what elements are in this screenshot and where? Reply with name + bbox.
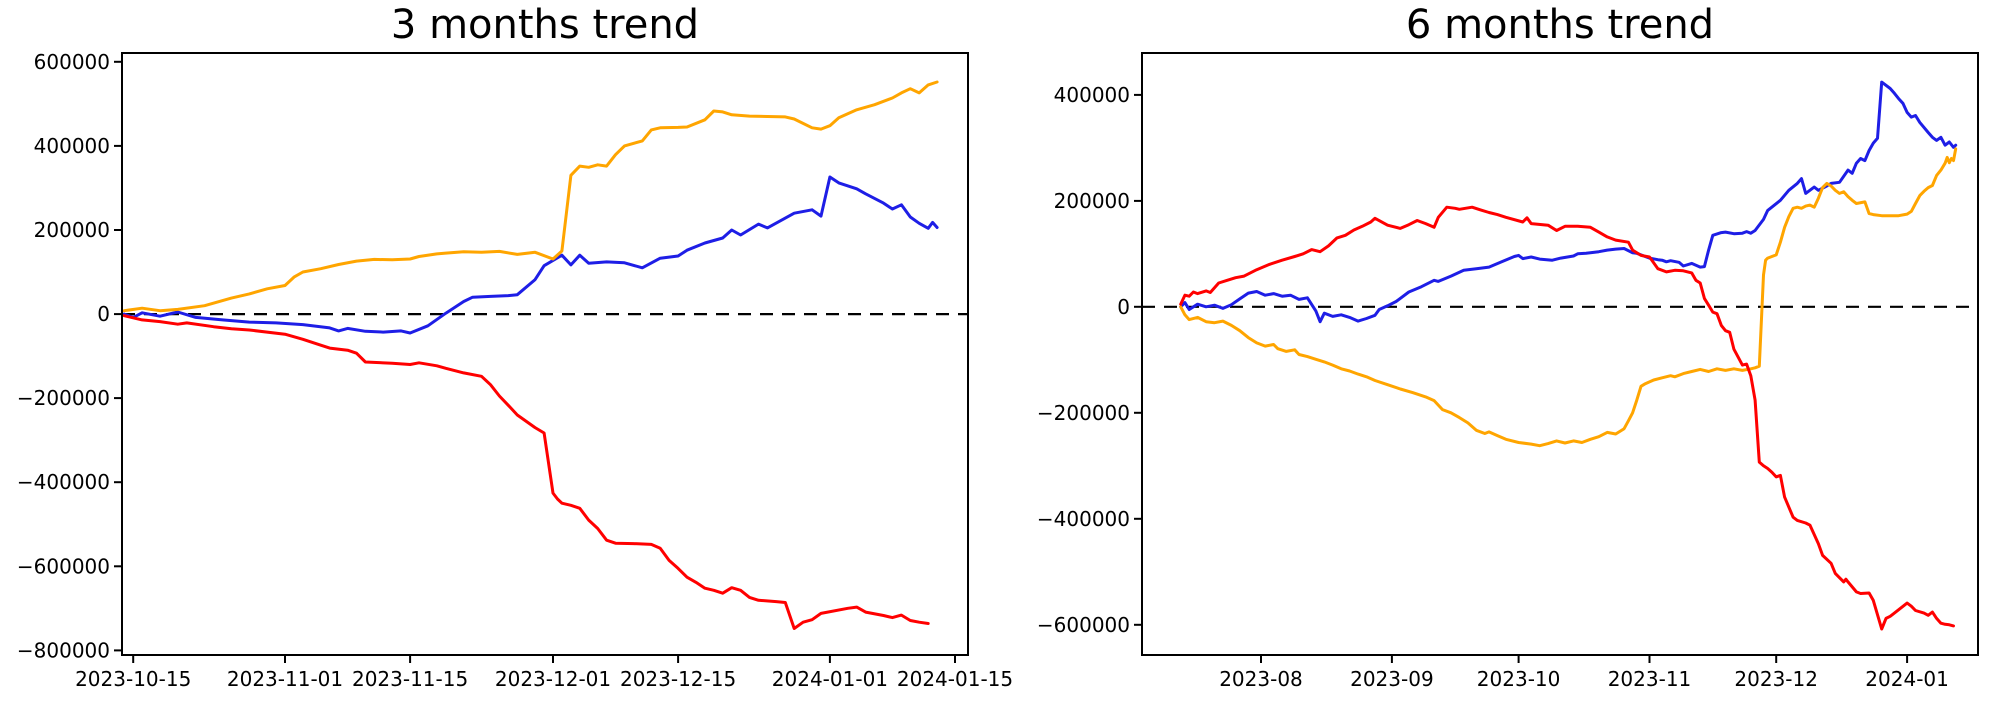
y-tick-label: −200000 xyxy=(17,386,110,410)
plot-border xyxy=(1141,52,1979,656)
y-tick-label: 400000 xyxy=(34,134,110,158)
x-tick-label: 2024-01-15 xyxy=(897,667,1013,691)
x-tick-label: 2024-01-01 xyxy=(772,667,888,691)
series-line-orange xyxy=(1179,147,1958,448)
y-tick-label: 400000 xyxy=(1054,83,1130,107)
y-tick-label: −200000 xyxy=(1037,401,1130,425)
y-tick-label: −400000 xyxy=(1037,507,1130,531)
x-tick-label: 2023-11-01 xyxy=(227,667,343,691)
x-tick-label: 2023-12-15 xyxy=(620,667,736,691)
series-line-red xyxy=(1179,205,1955,631)
series-line-red xyxy=(122,314,930,630)
x-tick-label: 2023-12 xyxy=(1734,667,1818,691)
y-tick-label: −600000 xyxy=(1037,613,1130,637)
chart-title-3-months: 3 months trend xyxy=(391,2,699,48)
y-tick-label: −600000 xyxy=(17,554,110,578)
y-tick-label: 200000 xyxy=(1054,189,1130,213)
plot-border xyxy=(121,52,969,656)
y-tick-label: −400000 xyxy=(17,470,110,494)
x-tick-label: 2023-09 xyxy=(1350,667,1434,691)
x-tick-label: 2024-01 xyxy=(1865,667,1949,691)
series-line-blue xyxy=(122,175,939,335)
series-line-orange xyxy=(122,80,939,313)
y-tick-label: −800000 xyxy=(17,638,110,662)
x-tick-label: 2023-11 xyxy=(1608,667,1692,691)
y-tick-label: 0 xyxy=(1117,295,1130,319)
chart-title-6-months: 6 months trend xyxy=(1406,2,1714,48)
x-tick-label: 2023-10 xyxy=(1477,667,1561,691)
y-tick-label: 200000 xyxy=(34,218,110,242)
series-line-blue xyxy=(1179,80,1958,324)
y-tick-label: 600000 xyxy=(34,50,110,74)
x-tick-label: 2023-11-15 xyxy=(352,667,468,691)
x-tick-label: 2023-12-01 xyxy=(495,667,611,691)
y-tick-label: 0 xyxy=(97,302,110,326)
x-tick-label: 2023-08 xyxy=(1219,667,1303,691)
x-tick-label: 2023-10-15 xyxy=(75,667,191,691)
